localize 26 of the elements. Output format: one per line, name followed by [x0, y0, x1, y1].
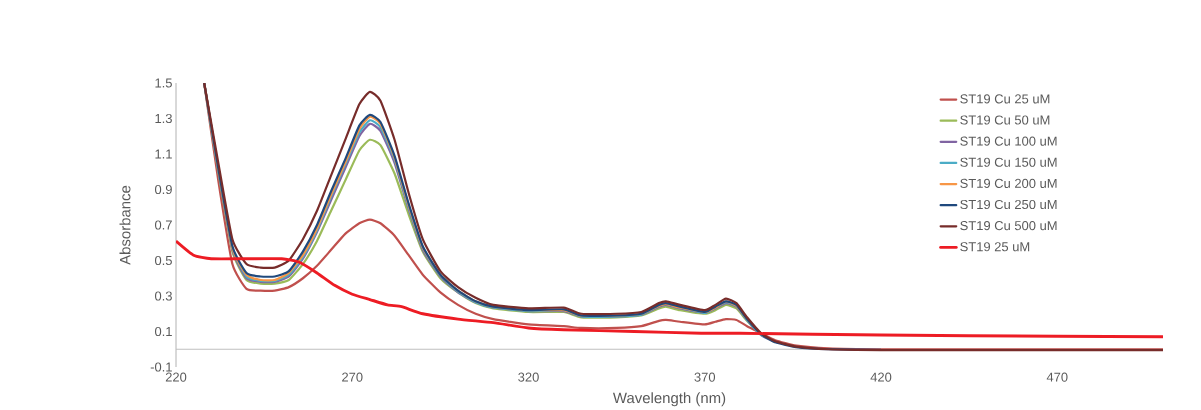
y-tick-label: 0.3: [154, 291, 172, 301]
y-tick-label: 0.7: [154, 220, 172, 230]
legend-label: ST19 Cu 50 uM: [960, 115, 1050, 125]
legend-label: ST19 Cu 500 uM: [960, 221, 1057, 231]
y-tick-label: -0.1: [150, 362, 172, 372]
x-axis-title: Wavelength (nm): [612, 392, 726, 407]
y-tick-label: 0.1: [154, 326, 172, 337]
legend-label: ST19 Cu 25 uM: [960, 94, 1050, 104]
legend-label: ST19 Cu 150 uM: [960, 157, 1057, 167]
x-tick-label: 220: [165, 372, 187, 382]
x-tick-label: 320: [518, 372, 539, 382]
y-tick-label: 0.9: [154, 184, 172, 195]
y-axis-title: Absorbance: [119, 185, 131, 265]
y-tick-label: 0.5: [154, 255, 172, 266]
legend-label: ST19 Cu 200 uM: [960, 178, 1057, 188]
legend-label: ST19 Cu 250 uM: [960, 199, 1057, 210]
x-tick-label: 470: [1046, 372, 1068, 382]
legend-label: ST19 Cu 100 uM: [960, 136, 1057, 146]
y-tick-label: 1.3: [155, 113, 172, 124]
legend-label: ST19 25 uM: [960, 242, 1030, 252]
x-tick-label: 270: [342, 372, 363, 382]
x-tick-label: 370: [694, 372, 716, 382]
y-tick-label: 1.1: [155, 149, 172, 159]
y-tick-label: 1.5: [155, 78, 172, 88]
x-tick-label: 420: [870, 372, 892, 382]
line-series: [176, 239, 1164, 339]
